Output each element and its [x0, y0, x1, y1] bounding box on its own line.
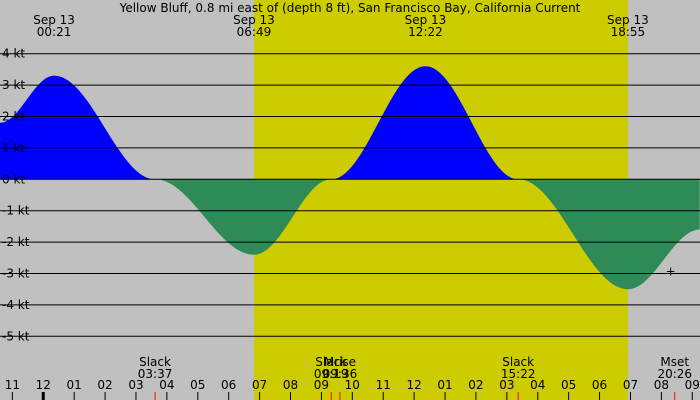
x-tick-label: 09 — [685, 378, 700, 392]
y-tick-label: 2 kt — [2, 110, 25, 124]
x-tick-label: 02 — [97, 378, 112, 392]
y-tick-label: -4 kt — [2, 298, 30, 312]
event-time-label: 15:22 — [501, 367, 536, 381]
top-time-label: 00:21 — [37, 25, 72, 39]
y-tick-label: 3 kt — [2, 78, 25, 92]
event-name-label: Slack — [139, 355, 171, 369]
x-tick-label: 06 — [221, 378, 236, 392]
x-tick-label: 06 — [592, 378, 607, 392]
x-tick-label: 07 — [623, 378, 638, 392]
top-time-label: 12:22 — [408, 25, 443, 39]
event-name-label: Slack — [315, 355, 347, 369]
top-date-label: Sep 13 — [405, 13, 447, 27]
event-time-label: 20:26 — [657, 367, 692, 381]
top-date-label: Sep 13 — [233, 13, 275, 27]
top-date-label: Sep 13 — [607, 13, 649, 27]
x-tick-label: 11 — [5, 378, 20, 392]
current-marker: + — [666, 264, 676, 278]
x-tick-label: 11 — [376, 378, 391, 392]
event-time-label: 09:36 — [323, 367, 358, 381]
event-time-label: 09:19 — [314, 367, 349, 381]
chart-title: Yellow Bluff, 0.8 mi east of (depth 8 ft… — [119, 1, 581, 15]
x-tick-label: 05 — [561, 378, 576, 392]
x-tick-label: 08 — [283, 378, 298, 392]
x-tick-label: 03 — [128, 378, 143, 392]
x-tick-label: 12 — [36, 378, 51, 392]
y-tick-label: -3 kt — [2, 267, 30, 281]
x-tick-label: 04 — [530, 378, 545, 392]
event-name-label: Slack — [502, 355, 534, 369]
x-tick-label: 09 — [314, 378, 329, 392]
x-tick-label: 01 — [67, 378, 82, 392]
y-tick-label: -5 kt — [2, 329, 30, 343]
y-tick-label: 0 kt — [2, 172, 25, 186]
flood-area — [0, 66, 700, 180]
ebb-area — [0, 179, 700, 290]
x-tick-label: 03 — [499, 378, 514, 392]
y-tick-label: -2 kt — [2, 235, 30, 249]
x-tick-label: 08 — [654, 378, 669, 392]
x-tick-label: 05 — [190, 378, 205, 392]
top-time-label: 18:55 — [611, 25, 646, 39]
event-name-label: Mrise — [324, 355, 356, 369]
y-tick-label: 1 kt — [2, 141, 25, 155]
top-time-label: 06:49 — [237, 25, 272, 39]
x-tick-label: 04 — [159, 378, 174, 392]
x-tick-label: 10 — [345, 378, 360, 392]
event-name-label: Mset — [660, 355, 689, 369]
y-tick-label: -1 kt — [2, 204, 30, 218]
x-tick-label: 07 — [252, 378, 267, 392]
x-tick-label: 12 — [406, 378, 421, 392]
x-tick-label: 02 — [468, 378, 483, 392]
top-date-label: Sep 13 — [33, 13, 75, 27]
x-tick-label: 01 — [437, 378, 452, 392]
y-tick-label: 4 kt — [2, 47, 25, 61]
event-time-label: 03:37 — [138, 367, 173, 381]
